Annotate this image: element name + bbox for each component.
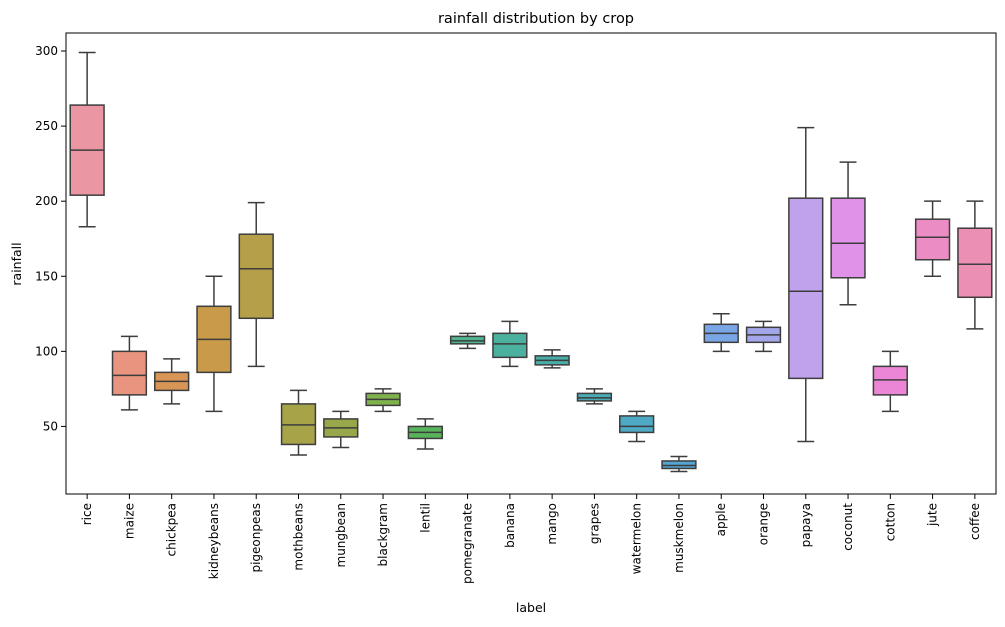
x-tick-label: chickpea: [165, 503, 179, 556]
y-tick-label: 150: [35, 269, 58, 283]
x-tick-label: blackgram: [376, 503, 390, 566]
box-muskmelon: [661, 455, 697, 473]
x-tick-label: papaya: [799, 503, 813, 547]
iqr-box: [492, 332, 528, 359]
box-pigeonpeas: [238, 201, 274, 368]
x-tick-label: mungbean: [334, 503, 348, 567]
box-watermelon: [619, 410, 655, 443]
iqr-box: [576, 392, 613, 402]
iqr-box: [830, 197, 866, 279]
box-lentil: [407, 418, 443, 450]
iqr-box: [238, 233, 274, 320]
x-tick-label: mango: [545, 503, 559, 545]
x-tick-label: pomegranate: [461, 503, 475, 584]
y-tick-label: 250: [35, 119, 58, 133]
x-tick-label: apple: [714, 503, 728, 536]
box-chickpea: [154, 358, 190, 405]
box-orange: [745, 320, 782, 353]
box-apple: [703, 313, 739, 353]
x-tick-label: coffee: [968, 503, 982, 540]
box-kidneybeans: [196, 275, 232, 413]
iqr-box: [788, 197, 824, 380]
x-tick-label: watermelon: [630, 503, 644, 574]
y-tick-label: 100: [35, 344, 58, 358]
x-tick-label: orange: [757, 503, 771, 545]
box-mango: [534, 349, 570, 369]
x-tick-label: maize: [122, 503, 136, 539]
x-axis: rice maize chickpea kidneybeans pigeonpeas mo…: [80, 494, 982, 584]
iqr-box: [872, 365, 908, 396]
y-tick-label: 200: [35, 194, 58, 208]
x-tick-label: kidneybeans: [207, 503, 221, 579]
box-cotton: [872, 350, 908, 413]
box-coffee: [957, 200, 993, 330]
box-banana: [492, 320, 528, 368]
x-tick-label: lentil: [418, 503, 432, 533]
iqr-box: [111, 350, 148, 396]
iqr-box: [957, 227, 993, 299]
box-grapes: [576, 388, 613, 405]
x-tick-label: jute: [926, 503, 940, 527]
x-tick-label: pigeonpeas: [249, 503, 263, 573]
y-axis: 50 100 150 200 250 300: [35, 44, 66, 433]
y-tick-label: 50: [43, 419, 58, 433]
box-blackgram: [365, 388, 401, 413]
iqr-box: [619, 415, 655, 434]
x-tick-label: rice: [80, 503, 94, 525]
box-mothbeans: [280, 389, 317, 456]
box-rice: [69, 51, 105, 228]
x-axis-label: label: [516, 600, 546, 615]
iqr-box: [661, 460, 697, 470]
plot-frame: [65, 32, 997, 495]
x-tick-label: muskmelon: [672, 503, 686, 573]
x-tick-label: cotton: [883, 503, 897, 541]
chart-title: rainfall distribution by crop: [438, 11, 634, 27]
iqr-box: [914, 218, 951, 261]
iqr-box: [280, 403, 317, 446]
box-mungbean: [323, 410, 359, 449]
box-papaya: [788, 126, 824, 443]
box-coconut: [830, 161, 866, 306]
x-tick-label: coconut: [841, 503, 855, 551]
plot-area: [69, 51, 993, 473]
box-maize: [111, 335, 148, 411]
x-tick-label: grapes: [587, 503, 601, 544]
iqr-box: [449, 335, 486, 345]
x-tick-label: mothbeans: [292, 503, 306, 571]
box-pomegranate: [449, 332, 486, 350]
box-jute: [914, 200, 951, 278]
y-tick-label: 300: [35, 44, 58, 58]
y-axis-label: rainfall: [9, 242, 24, 285]
x-tick-label: banana: [503, 503, 517, 548]
